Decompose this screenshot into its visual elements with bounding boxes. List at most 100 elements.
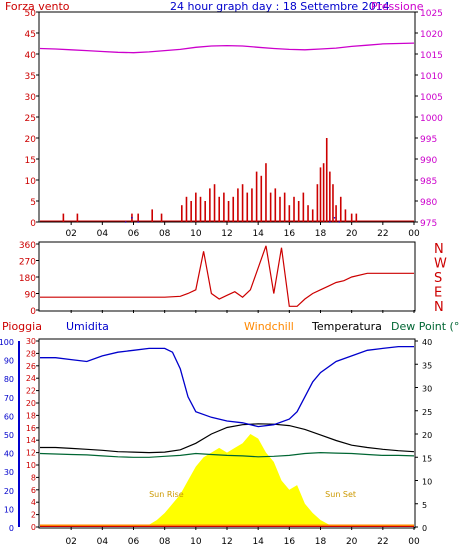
rain-tick-label: 24	[26, 374, 36, 383]
gust-point	[338, 221, 341, 223]
x-tick-label: 12	[221, 229, 232, 239]
pressure-tick-label: 975	[420, 219, 437, 229]
humidity-tick-label: 20	[4, 487, 14, 496]
x-tick-label: 00	[408, 229, 420, 239]
humidity-tick-label: 80	[4, 375, 14, 384]
wind-label: Forza vento	[5, 0, 70, 13]
x-tick-label: 10	[190, 537, 202, 547]
x-tick-label: 06	[128, 229, 140, 239]
direction-tick-label: 360	[19, 241, 36, 251]
x-tick-label: 14	[252, 537, 264, 547]
rain-tick-label: 8	[31, 473, 36, 482]
compass-letter: E	[434, 286, 442, 301]
wind-tick-label: 15	[25, 156, 36, 166]
x-tick-label: 04	[97, 229, 109, 239]
humidity-tick-label: 0	[9, 524, 14, 533]
x-tick-label: 06	[128, 537, 140, 547]
x-tick-label: 08	[159, 537, 171, 547]
x-tick-label: 18	[315, 229, 327, 239]
temp-tick-label: 0	[422, 524, 427, 533]
x-tick-label: 20	[346, 229, 358, 239]
pressure-tick-label: 1010	[420, 72, 443, 82]
temp-tick-label: 20	[422, 431, 432, 440]
pressure-tick-label: 1015	[420, 51, 443, 61]
pressure-label: Pressione	[371, 0, 424, 13]
wind-tick-label: 0	[30, 219, 36, 229]
sunrise-label: Sun Rise	[149, 490, 184, 499]
wind-pressure-panel	[38, 11, 416, 223]
x-tick-label: 04	[97, 537, 109, 547]
temp-tick-label: 10	[422, 478, 432, 487]
rain-tick-label: 26	[26, 362, 36, 371]
humidity-tick-label: 100	[0, 338, 14, 347]
windchill-label: Windchill	[244, 320, 294, 333]
solar-area	[40, 434, 414, 527]
dewpoint-line	[39, 451, 415, 458]
humidity-tick-label: 30	[4, 468, 14, 477]
sunset-label: Sun Set	[325, 490, 356, 499]
rain-tick-label: 4	[31, 498, 36, 507]
rain-tick-label: 18	[26, 411, 36, 420]
rain-tick-label: 0	[31, 523, 36, 532]
x-tick-label: 22	[377, 537, 388, 547]
humidity-tick-label: 10	[4, 505, 14, 514]
rain-tick-label: 10	[26, 461, 36, 470]
wind-tick-label: 10	[25, 177, 37, 187]
gust-point	[329, 221, 331, 223]
wind-tick-label: 25	[25, 114, 36, 124]
temperature-label: Temperatura	[311, 320, 382, 333]
temp-tick-label: 40	[422, 338, 432, 347]
wind-tick-label: 40	[25, 51, 37, 61]
wind-tick-label: 45	[25, 30, 36, 40]
wind-tick-label: 50	[25, 9, 37, 19]
wind-direction-line	[40, 245, 414, 307]
pressure-tick-label: 995	[420, 135, 437, 145]
wind-tick-label: 5	[30, 198, 36, 208]
humidity-tick-label: 40	[4, 450, 14, 459]
compass-letter: W	[434, 257, 447, 272]
pressure-tick-label: 1000	[420, 114, 443, 124]
rain-tick-label: 30	[26, 337, 36, 346]
compass-letter: N	[434, 300, 444, 315]
humidity-tick-label: 60	[4, 412, 14, 421]
temperature-line	[40, 423, 415, 454]
temp-tick-label: 25	[422, 408, 432, 417]
x-tick-label: 02	[65, 537, 76, 547]
rain-tick-label: 14	[26, 436, 36, 445]
x-tick-label: 08	[159, 229, 171, 239]
x-tick-label: 02	[65, 229, 76, 239]
temp-tick-label: 15	[422, 454, 432, 463]
humidity-tick-label: 90	[4, 357, 14, 366]
rain-tick-label: 20	[26, 399, 36, 408]
pressure-line	[39, 42, 415, 54]
pressure-tick-label: 1020	[420, 30, 443, 40]
chart-marks: 5045403530252015105010251020101510101005…	[0, 9, 447, 547]
gust-point	[131, 217, 133, 219]
x-tick-label: 22	[377, 229, 388, 239]
x-tick-label: 10	[190, 229, 202, 239]
pressure-tick-label: 980	[420, 198, 437, 208]
compass-letter: S	[434, 271, 442, 286]
compass-letter: N	[434, 242, 444, 257]
temp-tick-label: 5	[422, 501, 427, 510]
humidity-label: Umidita	[66, 320, 109, 333]
direction-tick-label: 0	[30, 307, 36, 317]
rain-tick-label: 16	[26, 424, 36, 433]
wind-tick-label: 30	[25, 93, 37, 103]
rain-tick-label: 2	[31, 511, 36, 520]
direction-tick-label: 90	[25, 291, 37, 301]
x-tick-label: 18	[315, 537, 327, 547]
rain-tick-label: 22	[26, 387, 36, 396]
dewpoint-label: Dew Point (°C	[391, 320, 459, 333]
humidity-line	[40, 345, 414, 428]
x-tick-label: 16	[284, 537, 296, 547]
wind-tick-label: 35	[25, 72, 36, 82]
pressure-tick-label: 1025	[420, 9, 443, 19]
x-tick-label: 20	[346, 537, 358, 547]
rain-tick-label: 6	[31, 486, 36, 495]
humidity-tick-label: 50	[4, 431, 14, 440]
chart-title: 24 hour graph day : 18 Settembre 2014	[170, 0, 390, 13]
temp-tick-label: 35	[422, 361, 432, 370]
gust-point	[137, 221, 139, 223]
